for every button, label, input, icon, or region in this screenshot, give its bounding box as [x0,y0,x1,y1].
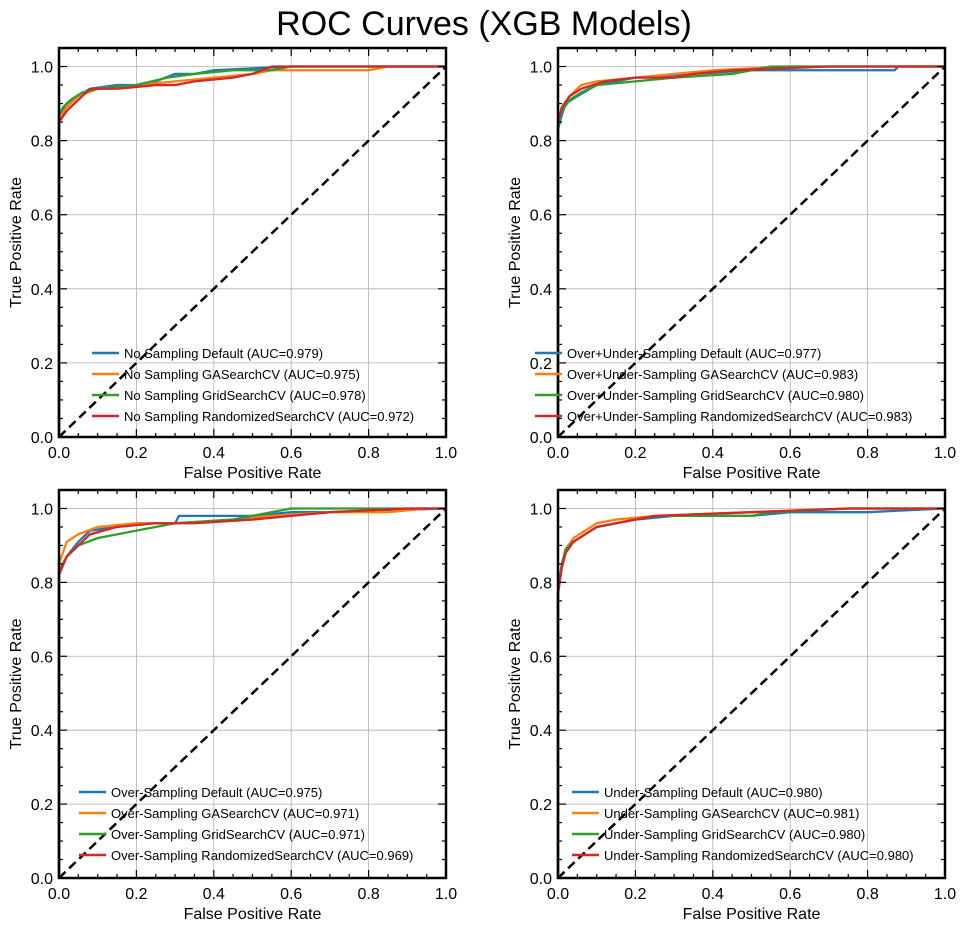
y-tick-label: 0.4 [530,723,552,740]
legend-entry: No Sampling RandomizedSearchCV (AUC=0.97… [124,409,414,424]
x-tick-label: 0.2 [125,445,147,462]
x-tick-label: 0.4 [702,445,724,462]
y-tick-label: 0.6 [31,208,53,225]
x-tick-label: 0.6 [280,445,302,462]
x-tick-label: 0.6 [779,445,801,462]
y-tick-label: 0.2 [530,356,552,373]
x-tick-label: 0.6 [280,886,302,903]
legend-entry: No Sampling GASearchCV (AUC=0.975) [124,367,360,382]
roc-series-line [556,65,945,437]
figure-title: ROC Curves (XGB Models) [276,5,692,43]
legend-entry: Under-Sampling GASearchCV (AUC=0.981) [604,806,859,821]
x-tick-label: 0.8 [357,886,379,903]
legend-entry: Over-Sampling RandomizedSearchCV (AUC=0.… [111,848,413,863]
y-tick-label: 1.0 [31,60,53,77]
y-tick-label: 0.6 [31,649,53,666]
roc-series-line [57,507,446,878]
x-tick-label: 0.2 [624,445,646,462]
x-tick-label: 0.4 [702,886,724,903]
subplot-3: 0.0 0.2 0.4 0.6 0.8 1.0 0.0 0.2 0.4 0.6 0.8 1.0 Fals… [8,488,457,923]
chance-diagonal [557,65,946,438]
roc-series-line [57,65,446,437]
y-tick-label: 0.0 [530,430,552,447]
legend: No Sampling Default (AUC=0.979) No Sampli… [92,346,414,424]
y-tick-label: 0.8 [530,134,552,151]
y-tick-label: 1.0 [31,501,53,518]
roc-series-line [556,507,945,878]
legend: Over+Under-Sampling Default (AUC=0.977) O… [535,346,912,424]
legend-entry: No Sampling GridSearchCV (AUC=0.978) [124,388,366,403]
chance-diagonal [58,507,447,879]
legend-entry: Under-Sampling GridSearchCV (AUC=0.980) [604,827,865,842]
x-tick-label: 0.8 [856,886,878,903]
y-axis-label: True Positive Rate [8,618,25,749]
subplot-grid: 0.0 0.2 0.4 0.6 0.8 1.0 0.0 0.2 0.4 0.6 0.8 1.0 Fals… [8,46,956,923]
x-tick-label: 1.0 [934,445,956,462]
legend-entry: Over+Under-Sampling GridSearchCV (AUC=0.… [567,388,864,403]
x-tick-label: 0.0 [48,445,70,462]
roc-series-line [57,65,446,437]
legend-entry: Over+Under-Sampling RandomizedSearchCV (… [567,409,912,424]
legend-entry: Over+Under-Sampling GASearchCV (AUC=0.98… [567,367,858,382]
y-tick-label: 1.0 [530,501,552,518]
x-tick-label: 1.0 [934,886,956,903]
y-tick-label: 0.8 [31,575,53,592]
x-axis-label: False Positive Rate [683,906,821,923]
x-tick-label: 0.2 [125,886,147,903]
y-tick-label: 0.0 [530,871,552,888]
legend: Under-Sampling Default (AUC=0.980) Under-… [572,785,914,863]
legend-entry: Under-Sampling RandomizedSearchCV (AUC=0… [604,848,914,863]
y-tick-label: 0.0 [31,871,53,888]
x-tick-label: 0.4 [203,445,225,462]
y-tick-label: 1.0 [530,60,552,77]
legend: Over-Sampling Default (AUC=0.975) Over-Sa… [79,785,413,863]
y-tick-label: 0.0 [31,430,53,447]
subplot-2: 0.0 0.2 0.4 0.6 0.8 1.0 0.0 0.2 0.4 0.6 0.8 1.0 Fals… [507,46,956,482]
x-tick-label: 0.8 [856,445,878,462]
x-axis-label: False Positive Rate [184,465,322,482]
x-tick-label: 1.0 [435,445,457,462]
legend-entry: Under-Sampling Default (AUC=0.980) [604,785,823,800]
y-tick-label: 0.4 [31,282,53,299]
x-tick-label: 0.0 [48,886,70,903]
y-tick-label: 0.2 [31,356,53,373]
legend-entry: No Sampling Default (AUC=0.979) [124,346,323,361]
x-tick-label: 0.0 [547,886,569,903]
y-tick-label: 0.8 [530,575,552,592]
subplot-4: 0.0 0.2 0.4 0.6 0.8 1.0 0.0 0.2 0.4 0.6 0.8 1.0 Fals… [507,488,956,923]
x-tick-label: 1.0 [435,886,457,903]
y-tick-label: 0.6 [530,208,552,225]
x-axis-label: False Positive Rate [184,906,322,923]
legend-entry: Over-Sampling GASearchCV (AUC=0.971) [111,806,359,821]
legend-entry: Over-Sampling GridSearchCV (AUC=0.971) [111,827,365,842]
y-axis-label: True Positive Rate [507,618,524,749]
y-tick-label: 0.2 [31,797,53,814]
y-axis-label: True Positive Rate [507,177,524,308]
y-tick-label: 0.6 [530,649,552,666]
y-tick-label: 0.8 [31,134,53,151]
x-tick-label: 0.0 [547,445,569,462]
y-tick-label: 0.4 [31,723,53,740]
legend-entry: Over+Under-Sampling Default (AUC=0.977) [567,346,821,361]
legend-entry: Over-Sampling Default (AUC=0.975) [111,785,322,800]
y-axis-label: True Positive Rate [8,177,25,308]
x-axis-label: False Positive Rate [683,465,821,482]
roc-series-line [57,65,446,437]
y-tick-label: 0.4 [530,282,552,299]
chance-diagonal [557,507,946,879]
x-tick-label: 0.8 [357,445,379,462]
y-tick-label: 0.2 [530,797,552,814]
x-tick-label: 0.4 [203,886,225,903]
x-tick-label: 0.6 [779,886,801,903]
x-tick-label: 0.2 [624,886,646,903]
subplot-1: 0.0 0.2 0.4 0.6 0.8 1.0 0.0 0.2 0.4 0.6 0.8 1.0 Fals… [8,46,457,482]
chance-diagonal [58,65,447,438]
